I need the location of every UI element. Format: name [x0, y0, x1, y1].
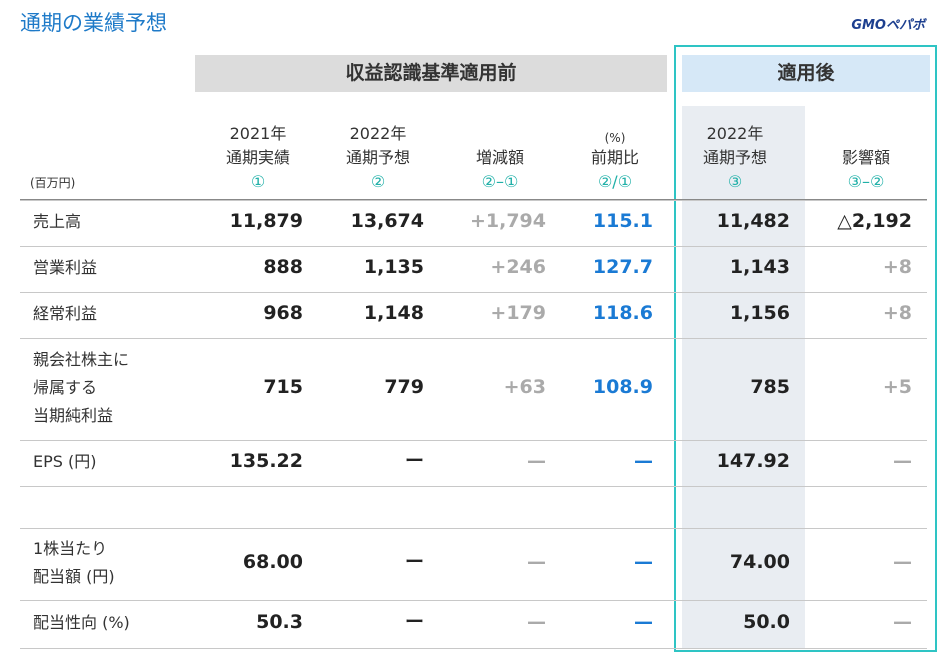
cell: —	[634, 611, 653, 633]
cell: 127.7	[592, 256, 653, 278]
title: 通期の業績予想	[20, 11, 167, 35]
cell: —	[634, 551, 653, 573]
group-header: 適用後	[777, 62, 835, 84]
row-label: 配当額 (円)	[33, 567, 115, 586]
cell: 779	[384, 376, 424, 398]
cell: +8	[882, 302, 912, 324]
column-header: 影響額	[841, 148, 890, 167]
row-label: 親会社株主に	[33, 350, 130, 369]
cell: —	[634, 450, 653, 472]
cell: △2,192	[837, 210, 912, 232]
column-header: ③–②	[847, 172, 885, 191]
cell: —	[893, 450, 912, 472]
cell: 135.22	[229, 450, 303, 472]
column-bg	[682, 106, 805, 648]
cell: —	[893, 551, 912, 573]
row-line	[20, 528, 927, 529]
row-label: EPS (円)	[33, 452, 97, 471]
column-header: ②/①	[597, 172, 633, 191]
column-header: ①	[250, 172, 266, 191]
cell: ー	[404, 611, 424, 633]
row-line	[20, 199, 927, 200]
column-header: 2021年	[229, 124, 287, 143]
cell: +5	[882, 376, 912, 398]
highlight-box	[674, 45, 937, 652]
column-header: 通期予想	[345, 148, 410, 167]
cell: —	[893, 611, 912, 633]
cell: 1,156	[729, 302, 790, 324]
group-bg	[195, 55, 667, 92]
cell: 1,143	[729, 256, 790, 278]
cell: —	[527, 450, 546, 472]
column-header: 増減額	[475, 148, 524, 167]
cell: 1,148	[363, 302, 424, 324]
cell: —	[527, 551, 546, 573]
column-header: 通期予想	[702, 148, 767, 167]
group-header: 収益認識基準適用前	[345, 62, 517, 84]
cell: +8	[882, 256, 912, 278]
column-header: ②–①	[481, 172, 519, 191]
row-line	[20, 440, 927, 441]
column-header: ③	[727, 172, 743, 191]
cell: 968	[263, 302, 303, 324]
cell: 50.3	[256, 611, 303, 633]
cell: ー	[404, 551, 424, 573]
row-label: 売上高	[33, 212, 82, 231]
cell: 715	[263, 376, 303, 398]
logo: GMOペパボ	[851, 18, 925, 33]
cell: 888	[263, 256, 303, 278]
row-label: 帰属する	[33, 378, 98, 397]
cell: 147.92	[716, 450, 790, 472]
row-label: 営業利益	[33, 258, 98, 277]
cell: —	[527, 611, 546, 633]
cell: +179	[490, 302, 546, 324]
row-label: 配当性向 (%)	[33, 613, 130, 632]
column-header: 通期実績	[225, 148, 290, 167]
column-header: 2022年	[706, 124, 764, 143]
row-line	[20, 600, 927, 601]
cell: 115.1	[592, 210, 653, 232]
cell: ー	[404, 450, 424, 472]
column-header: 前期比	[590, 148, 639, 167]
row-line	[20, 292, 927, 293]
cell: +63	[503, 376, 546, 398]
row-line	[20, 246, 927, 247]
row-line	[20, 338, 927, 339]
cell: 11,482	[716, 210, 790, 232]
cell: 68.00	[242, 551, 303, 573]
row-label: 経常利益	[33, 304, 98, 323]
cell: 785	[750, 376, 790, 398]
cell: 108.9	[592, 376, 653, 398]
unit: (百万円)	[30, 176, 76, 190]
cell: 13,674	[350, 210, 424, 232]
row-line	[20, 648, 927, 649]
column-header: (%)	[604, 131, 626, 145]
cell: 50.0	[743, 611, 790, 633]
column-header: 2022年	[349, 124, 407, 143]
row-line	[20, 200, 927, 201]
cell: 11,879	[229, 210, 303, 232]
cell: 74.00	[729, 551, 790, 573]
cell: 1,135	[363, 256, 424, 278]
row-label: 当期純利益	[33, 406, 114, 425]
row-line	[20, 486, 927, 487]
cell: +1,794	[469, 210, 546, 232]
row-label: 1株当たり	[33, 539, 108, 558]
column-header: ②	[370, 172, 386, 191]
group-bg	[682, 55, 930, 92]
cell: +246	[490, 256, 546, 278]
cell: 118.6	[592, 302, 653, 324]
